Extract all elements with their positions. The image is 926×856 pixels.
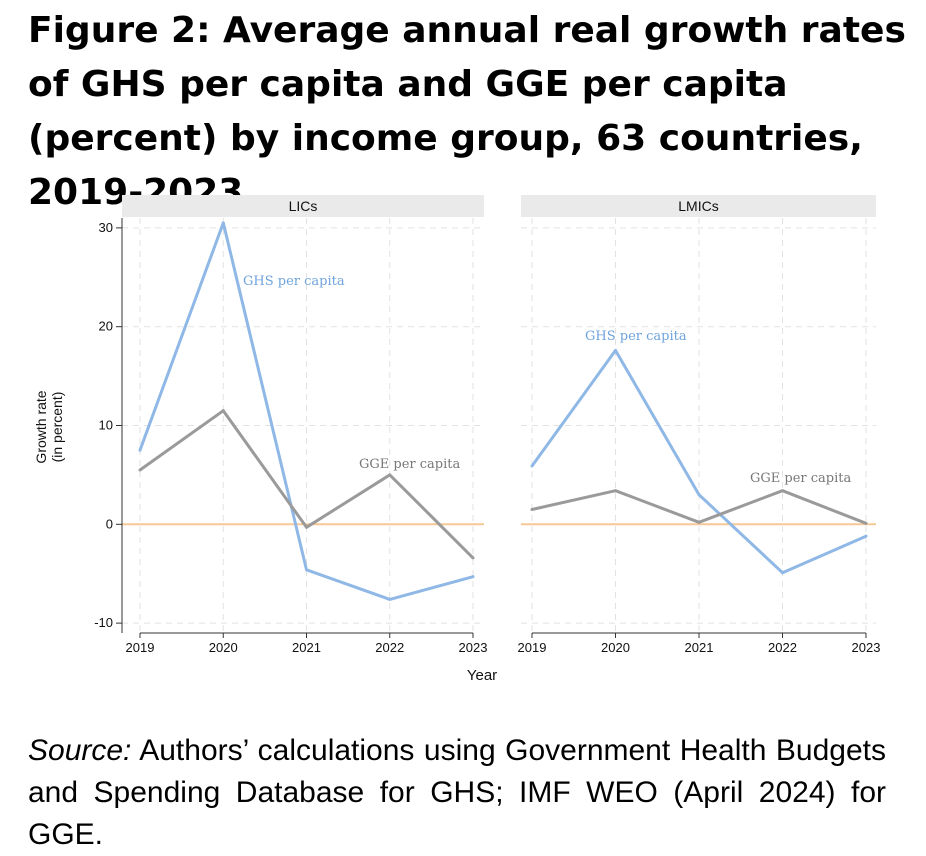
series-label: GGE per capita (359, 457, 460, 472)
source-note: Source: Authors’ calculations using Gove… (28, 730, 886, 856)
x-tick-label: 2023 (852, 640, 881, 655)
data-point (864, 521, 868, 525)
data-point (221, 409, 225, 413)
data-point (530, 464, 534, 468)
data-point (388, 597, 392, 601)
data-point (781, 571, 784, 575)
data-point (138, 468, 142, 472)
data-point (614, 348, 617, 352)
x-tick-label: 2022 (768, 640, 797, 655)
x-tick-label: 2020 (209, 640, 238, 655)
x-tick-label: 2023 (459, 640, 488, 655)
source-text: Authors’ calculations using Government H… (28, 734, 886, 851)
x-tick-label: 2019 (518, 640, 547, 655)
panel-lmics: LMICs 2019 2020 2021 2022 2023 GHS per capita G… (518, 195, 881, 655)
panel-strip (122, 195, 484, 217)
data-point (864, 534, 868, 538)
growth-rate-chart: LICs 2019 2020 2021 2022 2023 GHS per capita GG… (33, 195, 881, 684)
panel-strip-label: LICs (289, 198, 318, 214)
data-point (781, 489, 784, 493)
y-tick-label: 20 (99, 319, 113, 334)
x-tick-label: 2022 (375, 640, 404, 655)
x-tick-label: 2019 (126, 640, 155, 655)
data-point (697, 493, 701, 497)
data-point (388, 473, 392, 477)
data-point (221, 221, 225, 225)
data-point (471, 556, 475, 560)
x-tick-label: 2021 (292, 640, 321, 655)
data-point (138, 448, 142, 452)
y-tick-label: 30 (99, 220, 113, 235)
data-point (697, 520, 701, 524)
data-point (614, 489, 617, 493)
figure-title: Figure 2: Average annual real growth rat… (28, 10, 906, 213)
data-point (305, 568, 308, 572)
y-axis-label: Growth rate (33, 390, 49, 463)
x-tick-label: 2021 (685, 640, 714, 655)
y-tick-label: -10 (94, 615, 113, 630)
x-tick-label: 2020 (601, 640, 630, 655)
data-point (530, 507, 534, 511)
panel-lics: LICs 2019 2020 2021 2022 2023 GHS per capita GG… (122, 195, 487, 655)
data-point (305, 525, 308, 529)
y-axis-label-unit: (in percent) (49, 392, 65, 463)
x-axis-label: Year (467, 667, 497, 684)
panel-strip (521, 195, 876, 217)
source-label: Source: (28, 734, 132, 767)
data-point (471, 575, 475, 579)
y-tick-label: 0 (106, 516, 113, 531)
series-label: GHS per capita (585, 329, 687, 344)
y-tick-label: 10 (99, 418, 113, 433)
panel-strip-label: LMICs (678, 198, 718, 214)
series-label: GHS per capita (243, 274, 345, 289)
series-label: GGE per capita (750, 471, 851, 486)
